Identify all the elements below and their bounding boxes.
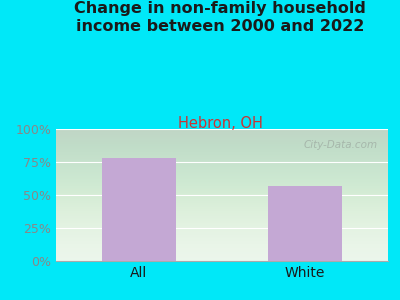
Bar [268,186,342,261]
Text: Change in non-family household
income between 2000 and 2022: Change in non-family household income be… [74,2,366,34]
Text: City-Data.com: City-Data.com [304,140,378,150]
Text: Hebron, OH: Hebron, OH [178,116,262,130]
Bar [102,158,176,261]
